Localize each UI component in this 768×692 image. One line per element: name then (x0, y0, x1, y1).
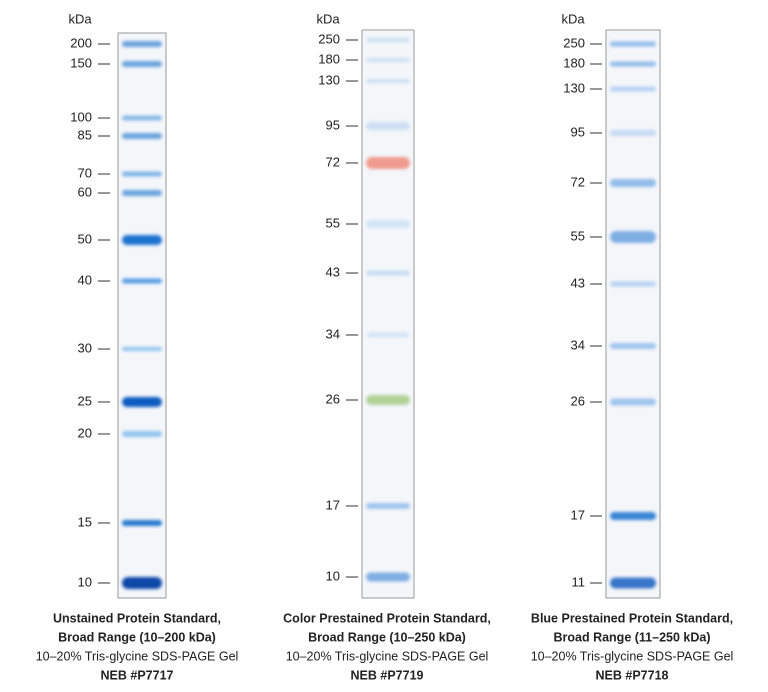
marker-label: 25 (78, 393, 92, 408)
protein-band (122, 190, 162, 196)
marker-label: 150 (70, 55, 92, 70)
marker-label: 30 (78, 340, 92, 355)
marker-label: 17 (326, 497, 340, 512)
unit-label: kDa (316, 11, 340, 26)
marker-label: 250 (563, 35, 585, 50)
gel-panel: kDa 250 180 130 95 72 55 43 34 26 17 11 Blue Prestai… (531, 11, 734, 682)
gel-lane (361, 29, 415, 599)
protein-band (122, 115, 162, 121)
marker-label: 60 (78, 184, 92, 199)
unit-label: kDa (561, 11, 585, 26)
protein-band (610, 179, 656, 187)
marker-label: 34 (571, 337, 585, 352)
marker-label: 55 (571, 228, 585, 243)
marker-label: 180 (563, 55, 585, 70)
protein-band (366, 79, 410, 83)
caption-subtitle: 10–20% Tris-glycine SDS-PAGE Gel (286, 649, 489, 663)
protein-band (366, 220, 410, 228)
unit-label: kDa (68, 11, 92, 26)
protein-band (610, 130, 656, 136)
marker-label: 11 (572, 574, 586, 589)
protein-band (122, 431, 162, 437)
protein-band (122, 235, 162, 245)
protein-band (366, 122, 410, 130)
protein-band (366, 157, 410, 169)
marker-label: 55 (326, 215, 340, 230)
protein-band (122, 41, 162, 47)
protein-band (366, 38, 410, 42)
marker-label: 43 (571, 275, 585, 290)
protein-band (366, 572, 410, 582)
protein-band (610, 343, 656, 349)
marker-label: 10 (78, 574, 92, 589)
marker-label: 85 (78, 127, 92, 142)
protein-band (366, 332, 410, 338)
marker-label: 50 (78, 231, 92, 246)
marker-label: 72 (571, 174, 585, 189)
protein-band (610, 61, 656, 67)
gel-lane (605, 29, 661, 599)
gel-panel: kDa 200 150 100 85 70 60 50 40 30 25 20 15 10 Unstaine… (36, 11, 239, 682)
marker-label: 26 (571, 393, 585, 408)
marker-label: 200 (70, 35, 92, 50)
protein-band (122, 133, 162, 139)
protein-band (366, 58, 410, 62)
protein-band (610, 512, 656, 520)
caption-subtitle: 10–20% Tris-glycine SDS-PAGE Gel (531, 649, 734, 663)
protein-band (610, 577, 656, 589)
caption-catalog: NEB #P7718 (596, 668, 669, 682)
protein-band (122, 61, 162, 67)
marker-label: 34 (326, 326, 340, 341)
caption-catalog: NEB #P7717 (101, 668, 174, 682)
protein-band (122, 347, 162, 351)
gel-lane (117, 32, 167, 599)
caption-catalog: NEB #P7719 (351, 668, 424, 682)
marker-label: 95 (326, 117, 340, 132)
marker-label: 40 (78, 272, 92, 287)
protein-band (610, 86, 656, 92)
caption-title: Broad Range (10–250 kDa) (308, 630, 466, 644)
protein-band (122, 577, 162, 589)
marker-label: 250 (318, 31, 340, 46)
marker-label: 26 (326, 391, 340, 406)
protein-band (610, 231, 656, 243)
caption-title: Blue Prestained Protein Standard, (531, 611, 733, 625)
gel-panel: kDa 250 180 130 95 72 55 43 34 26 17 10 Color Presta… (283, 11, 491, 682)
caption-subtitle: 10–20% Tris-glycine SDS-PAGE Gel (36, 649, 239, 663)
marker-label: 20 (78, 425, 92, 440)
protein-band (122, 278, 162, 284)
caption-title: Unstained Protein Standard, (53, 611, 221, 625)
protein-band (122, 171, 162, 177)
protein-band (122, 397, 162, 407)
marker-label: 70 (78, 165, 92, 180)
protein-band (610, 398, 656, 406)
marker-label: 95 (571, 124, 585, 139)
marker-label: 100 (70, 109, 92, 124)
marker-label: 130 (563, 80, 585, 95)
protein-band (122, 520, 162, 526)
marker-label: 17 (571, 507, 585, 522)
protein-band (610, 41, 656, 47)
caption-title: Broad Range (10–200 kDa) (58, 630, 216, 644)
caption-title: Broad Range (11–250 kDa) (553, 630, 710, 644)
protein-band (366, 270, 410, 276)
marker-label: 10 (326, 568, 340, 583)
protein-band (610, 281, 656, 287)
caption-title: Color Prestained Protein Standard, (283, 611, 491, 625)
marker-label: 15 (78, 514, 92, 529)
marker-label: 43 (326, 264, 340, 279)
protein-band (366, 503, 410, 509)
protein-band (366, 395, 410, 405)
marker-label: 180 (318, 51, 340, 66)
marker-label: 130 (318, 72, 340, 87)
marker-label: 72 (326, 154, 340, 169)
